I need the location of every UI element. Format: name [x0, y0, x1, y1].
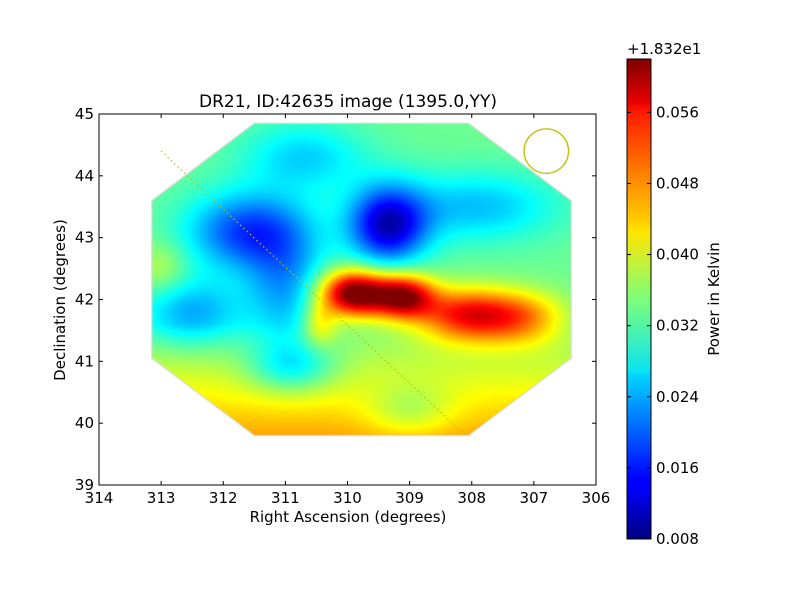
colorbar-label: Power in Kelvin	[705, 242, 723, 356]
x-axis: 314 313 312 311 310 309 308 307 306	[85, 114, 611, 507]
x-tick-label: 310	[333, 489, 362, 507]
colorbar-tick-label: 0.008	[656, 530, 699, 548]
x-tick-label: 307	[520, 489, 549, 507]
y-tick-label: 44	[75, 167, 94, 185]
x-axis-label: Right Ascension (degrees)	[250, 508, 447, 526]
x-tick-label: 312	[209, 489, 238, 507]
heatmap-image	[151, 122, 572, 437]
x-tick-label: 311	[271, 489, 300, 507]
x-tick-label: 308	[457, 489, 486, 507]
y-axis: 39 40 41 42 43 44 45	[75, 105, 596, 494]
x-tick-label: 306	[582, 489, 611, 507]
x-tick-label: 313	[147, 489, 176, 507]
colorbar-offset-label: +1.832e1	[627, 40, 701, 58]
footprint-edge	[151, 122, 572, 437]
y-tick-label: 45	[75, 105, 94, 123]
colorbar	[626, 58, 652, 540]
colorbar-tick-label: 0.032	[656, 317, 699, 335]
colorbar-tick-label: 0.056	[656, 103, 699, 121]
heatmap-raster	[151, 123, 572, 436]
y-tick-label: 40	[75, 414, 94, 432]
chart-title: DR21, ID:42635 image (1395.0,YY)	[199, 92, 497, 112]
beam-circle	[523, 128, 570, 175]
colorbar-tick-label: 0.040	[656, 246, 699, 264]
colorbar-axis: 0.008 0.016 0.024 0.032 0.040 0.048 0.056	[627, 103, 699, 548]
colorbar-tick-label: 0.024	[656, 388, 699, 406]
y-tick-label: 39	[75, 476, 94, 494]
x-tick-label: 309	[395, 489, 424, 507]
colorbar-tick-label: 0.048	[656, 174, 699, 192]
y-tick-label: 41	[75, 352, 94, 370]
x-tick-label: 314	[85, 489, 114, 507]
colorbar-tick-label: 0.016	[656, 459, 699, 477]
y-axis-label: Declination (degrees)	[51, 219, 69, 381]
y-tick-label: 43	[75, 229, 94, 247]
y-tick-label: 42	[75, 291, 94, 309]
scan-line	[160, 150, 466, 436]
